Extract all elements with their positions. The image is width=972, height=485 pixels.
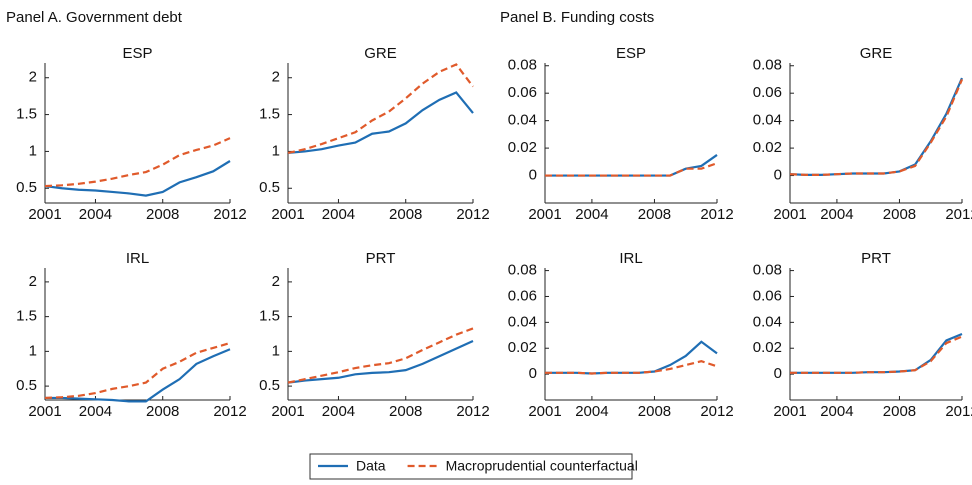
y-tick-label: 0.5	[16, 377, 37, 394]
x-tick-label: 2008	[638, 403, 671, 420]
subplot-title: GRE	[364, 45, 397, 62]
y-tick-label: 1	[272, 342, 280, 359]
x-tick-label: 2012	[213, 403, 246, 420]
y-tick-label: 0.06	[753, 287, 782, 304]
y-tick-label: 0.08	[508, 262, 537, 279]
y-tick-label: 1.5	[259, 308, 280, 325]
y-tick-label: 0.02	[508, 339, 537, 356]
y-tick-label: 0	[774, 365, 782, 382]
x-tick-label: 2012	[456, 403, 489, 420]
series-line	[790, 335, 963, 374]
y-tick-label: 0.02	[753, 339, 782, 356]
series-line	[287, 327, 474, 384]
subplot-title: ESP	[122, 45, 152, 62]
y-tick-label: 0	[529, 365, 537, 382]
y-tick-label: 2	[29, 69, 37, 86]
y-tick-label: 0.5	[16, 179, 37, 196]
y-tick-label: 0	[774, 167, 782, 184]
series-line	[45, 348, 231, 403]
x-tick-label: 2004	[575, 206, 608, 223]
x-tick-label: 2008	[146, 206, 179, 223]
series-line	[287, 63, 474, 154]
legend-label: Data	[356, 458, 386, 474]
x-tick-label: 2004	[79, 403, 112, 420]
y-tick-label: 2	[272, 273, 280, 290]
x-tick-label: 2004	[322, 403, 355, 420]
y-tick-label: 0.06	[508, 287, 537, 304]
panel-title: Panel B. Funding costs	[500, 9, 654, 26]
legend-box	[309, 453, 633, 480]
y-tick-label: 0.06	[508, 84, 537, 101]
x-tick-label: 2008	[146, 403, 179, 420]
subplot-title: ESP	[616, 45, 646, 62]
panel-title: Panel A. Government debt	[6, 9, 183, 26]
x-tick-label: 2008	[883, 206, 916, 223]
legend-label: Macroprudential counterfactual	[446, 458, 638, 474]
x-tick-label: 2008	[389, 206, 422, 223]
y-tick-label: 0.08	[753, 262, 782, 279]
subplot-title: IRL	[619, 250, 642, 267]
y-tick-label: 0.04	[753, 112, 782, 129]
x-tick-label: 2004	[820, 403, 853, 420]
x-tick-label: 2012	[213, 206, 246, 223]
x-tick-label: 2012	[945, 206, 972, 223]
x-tick-label: 2001	[528, 403, 561, 420]
series-line	[545, 340, 718, 375]
subplot-title: IRL	[126, 250, 149, 267]
series-line	[545, 154, 718, 177]
x-tick-label: 2001	[528, 206, 561, 223]
y-tick-label: 1	[29, 342, 37, 359]
y-tick-label: 0.5	[259, 179, 280, 196]
y-tick-label: 1.5	[16, 106, 37, 123]
x-tick-label: 2001	[773, 206, 806, 223]
y-tick-label: 0.02	[753, 139, 782, 156]
y-tick-label: 0.04	[753, 313, 782, 330]
x-tick-label: 2008	[638, 206, 671, 223]
x-tick-label: 2008	[389, 403, 422, 420]
x-tick-label: 2012	[700, 206, 733, 223]
series-line	[287, 91, 474, 154]
y-tick-label: 1.5	[259, 106, 280, 123]
x-tick-label: 2012	[700, 403, 733, 420]
series-line	[44, 341, 231, 400]
x-tick-label: 2008	[883, 403, 916, 420]
x-tick-label: 2012	[456, 206, 489, 223]
x-tick-label: 2001	[271, 403, 304, 420]
series-line	[789, 77, 964, 176]
y-tick-label: 0.08	[753, 57, 782, 74]
y-tick-label: 1.5	[16, 308, 37, 325]
series-line	[287, 339, 474, 384]
subplot-title: PRT	[366, 250, 396, 267]
x-tick-label: 2004	[322, 206, 355, 223]
x-tick-label: 2001	[773, 403, 806, 420]
series-line	[790, 332, 963, 374]
x-tick-label: 2001	[28, 206, 61, 223]
subplot-title: GRE	[860, 45, 893, 62]
x-tick-label: 2001	[28, 403, 61, 420]
y-tick-label: 0.02	[508, 139, 537, 156]
y-tick-label: 1	[272, 142, 280, 159]
x-tick-label: 2012	[945, 403, 972, 420]
series-line	[44, 160, 231, 197]
series-line	[545, 162, 718, 177]
y-tick-label: 0.06	[753, 84, 782, 101]
series-line	[44, 137, 231, 188]
y-tick-label: 1	[29, 142, 37, 159]
y-tick-label: 0.5	[259, 377, 280, 394]
subplot-title: PRT	[861, 250, 891, 267]
series-line	[545, 360, 718, 375]
series-line	[789, 79, 964, 176]
y-tick-label: 0.04	[508, 313, 537, 330]
x-tick-label: 2004	[820, 206, 853, 223]
y-tick-label: 2	[272, 69, 280, 86]
y-tick-label: 0.08	[508, 57, 537, 74]
x-tick-label: 2004	[79, 206, 112, 223]
x-tick-label: 2001	[271, 206, 304, 223]
y-tick-label: 2	[29, 273, 37, 290]
y-tick-label: 0	[529, 167, 537, 184]
x-tick-label: 2004	[575, 403, 608, 420]
y-tick-label: 0.04	[508, 112, 537, 129]
